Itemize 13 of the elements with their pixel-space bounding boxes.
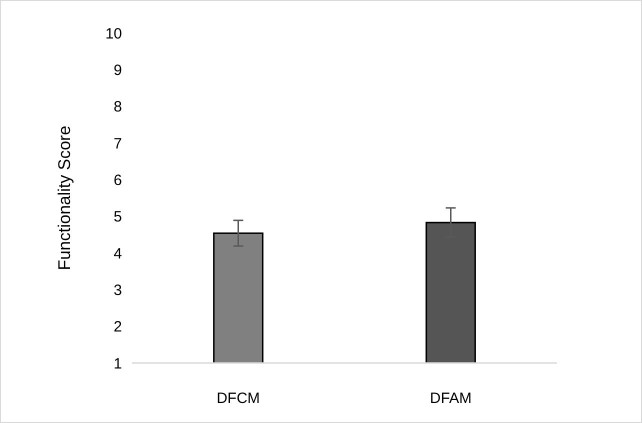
y-tick-label: 9: [114, 62, 122, 79]
y-tick-label: 10: [105, 25, 122, 42]
y-tick-label: 2: [114, 318, 122, 336]
y-axis-title: Functionality Score: [55, 126, 74, 270]
y-tick-label: 4: [114, 245, 122, 262]
x-tick-label: DFAM: [430, 390, 472, 407]
y-tick-label: 3: [114, 282, 122, 299]
y-tick-label: 6: [114, 172, 122, 189]
y-tick-label: 5: [114, 208, 122, 226]
y-tick-label: 1: [114, 355, 122, 372]
y-tick-label: 7: [114, 135, 122, 152]
x-tick-label: DFCM: [216, 390, 260, 407]
y-tick-label: 8: [114, 98, 122, 116]
